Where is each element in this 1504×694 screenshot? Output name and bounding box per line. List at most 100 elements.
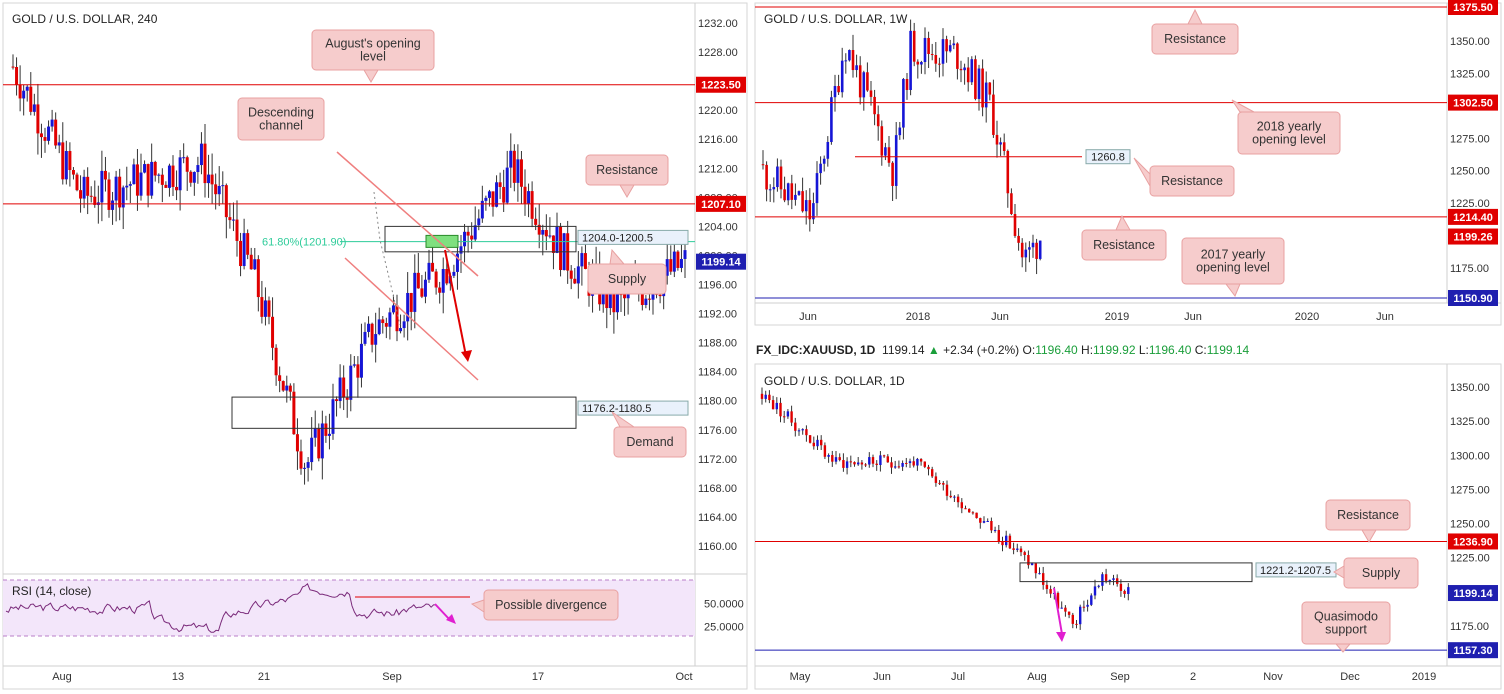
w1-2018-tag-text: 1302.50 [1453,98,1493,110]
w1-top-tag [1448,0,1498,15]
h4-candle [47,126,51,141]
h4-candle [651,289,655,300]
d1-candle [779,402,782,417]
h4-ytick: 1220.00 [698,105,738,117]
h4-ytick: 1176.00 [698,425,737,437]
h4-candle [217,186,221,195]
d1-candle [905,462,908,464]
h4-candle [111,200,115,210]
w1-candle [898,127,902,136]
d1-candle [882,455,886,457]
w1-2018-callout-text: 2018 yearly [1257,120,1322,134]
h4-candle [374,334,378,345]
h4-panel-border [2,2,748,690]
d1-candle [838,457,841,461]
d1-candle [945,484,949,496]
h4-candle [281,381,285,391]
h4-candle [527,191,531,204]
w1-candle [880,126,884,156]
demand-zone-label: 1176.2-1180.5 [582,403,651,415]
w1-mid-label: 1260.8 [1091,152,1125,164]
h4-xtick: Sep [382,671,402,683]
up-arrow-icon: ▲ [927,343,940,357]
w1-candle [956,43,959,69]
d1-qm-callout-text: support [1325,623,1367,637]
d1-xtick: 2019 [1412,671,1436,683]
h4-candle [441,269,445,293]
w1-candle [1010,193,1013,215]
d1-ytick: 1250.00 [1450,519,1490,531]
h4-candle [349,365,353,400]
w1-candle [905,79,909,90]
d1-candle [1101,574,1104,586]
h4-candle [377,319,381,335]
rsi-line [5,582,437,633]
d1-candle [931,469,934,477]
h4-chart-panel[interactable]: GOLD / U.S. DOLLAR, 240 RSI (14, close) [2,2,748,690]
d1-candle [993,529,997,531]
h4-candle [466,231,470,236]
d1-candle [979,518,982,523]
w1-chart-title: GOLD / U.S. DOLLAR, 1W [764,12,908,26]
h4-xtick: 21 [258,671,270,683]
d1-candle [968,508,971,513]
d1-res-tag-text: 1236.90 [1453,536,1493,548]
w1-mid-tag [1085,149,1131,165]
w1-candle [830,97,833,142]
divergence-callout-text: Possible divergence [495,598,607,612]
h4-candle [676,251,680,268]
w1-candle [862,72,866,98]
h4-demand-callout-text: Demand [626,435,673,449]
d1-candle [783,416,786,418]
w1-candle [1031,242,1035,248]
h4-candle [18,84,22,99]
d1-candle [1123,590,1126,594]
w1-candle [927,37,930,55]
w1-candle [866,72,869,91]
h4-resistance-tag-text: 1207.10 [701,199,741,211]
h4-candle [43,137,47,141]
d1-candle [986,520,989,522]
w1-xtick: 2019 [1105,311,1129,323]
h4-candle [409,292,413,312]
h4-candle [207,174,211,184]
h4-candle [306,462,310,468]
d1-ytick: 1175.00 [1450,621,1489,633]
w1-xtick: 2020 [1295,311,1319,323]
w1-candle [848,50,851,61]
w1-candle [786,183,790,201]
h4-ytick: 1164.00 [698,512,737,524]
h4-candle [623,294,627,299]
w1-2018-callout-box [1237,111,1341,155]
demand-zone-tag [577,400,689,416]
d1-candle [875,463,878,465]
d1-candle [1104,574,1108,581]
h4-candle [57,142,61,146]
h4-candle [29,86,33,112]
w1-candle [790,183,794,200]
h4-candle [391,305,395,313]
w1-candle [794,194,797,200]
d1-res-callout-box [1325,499,1411,531]
h4-candle [288,385,292,392]
w1-candle [920,61,923,65]
h4-candle [114,176,118,201]
w1-candle [1028,247,1031,250]
d1-candle [1112,578,1115,580]
h4-candle [434,271,438,288]
h4-candle [242,233,246,267]
w1-res-low-callout-box [1081,229,1167,261]
h4-candle [359,343,363,378]
d1-candle [1005,535,1008,546]
w1-candle [999,142,1002,145]
h4-candle [363,331,367,344]
h4-ytick: 1180.00 [698,396,737,408]
h4-candle [32,104,36,112]
h4-candle [402,321,406,329]
w1-candle [768,189,772,191]
h4-candle [39,133,43,138]
w1-xtick: Jun [1184,311,1202,323]
d1-candle [927,466,930,470]
d1-candle [1127,587,1130,594]
d1-candle [775,402,778,410]
